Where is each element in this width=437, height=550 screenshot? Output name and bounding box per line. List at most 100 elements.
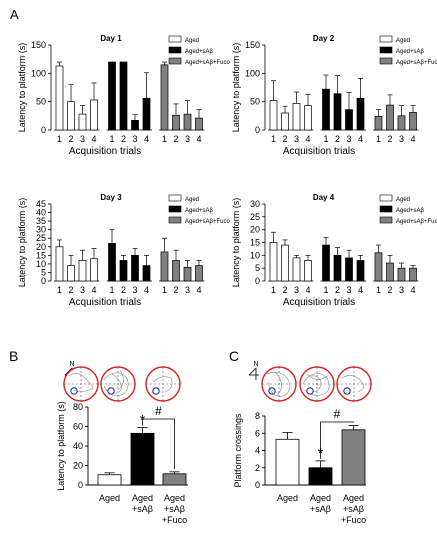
significance-hash: # [155,404,162,418]
y-tick-label: 10 [250,250,260,260]
y-tick-label: 20 [36,242,46,252]
bar-fuco-trial-1 [160,251,169,282]
x-tick-label: 2 [121,285,126,295]
chart-title: Day 3 [100,193,122,202]
y-tick-label: 15 [250,238,260,248]
x-tick-label: 3 [185,285,190,295]
x-tick-label: 4 [305,134,310,144]
bar-aged-trial-2 [281,244,289,282]
bar-sabeta-trial-1 [108,243,116,282]
y-tick-label: 150 [245,40,260,50]
bar-sabeta-trial-3 [345,109,353,131]
legend-swatch-fuco [168,216,182,224]
bar-fuco-trial-4 [195,265,203,282]
platform-marker [268,387,276,395]
legend-swatch-sabeta [168,46,182,54]
x-tick-label: 4 [91,134,96,144]
bar-sabeta [308,467,333,486]
probe-latency-chart: 0 20 40 60 80 Latency to platform (s) Aged Aged… [56,401,188,525]
x-category-label: Aged [310,493,331,503]
y-tick-label: 10 [36,259,46,269]
x-tick-label: 2 [387,134,392,144]
legend-swatch-aged [379,194,393,202]
bar-fuco-trial-2 [386,104,394,131]
y-tick-label: 0 [78,480,83,490]
x-tick-label: 4 [358,285,363,295]
panel-letter-b: B [9,348,18,364]
y-axis-label: Latency to platform (s) [231,43,241,133]
x-tick-label: 2 [121,134,126,144]
bar-fuco-trial-2 [172,260,180,282]
x-category-label: Aged [164,493,185,503]
y-axis-label: Latency to platform (s) [231,198,241,288]
y-tick-label: 0 [41,125,46,135]
swim-path-aged-latency [63,366,99,402]
compass-line [248,367,257,376]
x-axis-label: Acquisition trials [283,297,355,308]
x-tick-label: 3 [185,134,190,144]
x-tick-label: 3 [132,285,137,295]
x-tick-label: 1 [376,285,381,295]
bar-fuco-trial-1 [374,116,383,131]
compass-icon: N [248,361,259,380]
bar-sabeta-trial-3 [345,257,353,282]
x-tick-label: 1 [57,134,62,144]
y-tick-label: 50 [36,97,46,107]
legend-swatch-aged [379,35,393,43]
legend-swatch-sabeta [379,205,393,213]
x-tick-label: 2 [335,134,340,144]
y-tick-label: 40 [36,208,46,218]
x-tick-label: 1 [271,285,276,295]
x-tick-label: 3 [132,134,137,144]
bar-sabeta-trial-2 [119,61,128,131]
bar-fuco [341,429,366,486]
x-tick-label: 1 [162,134,167,144]
chart-title: Day 2 [313,34,335,43]
x-tick-label: 3 [346,285,351,295]
bar-aged-trial-4 [304,260,312,282]
comparison-bracket [320,421,354,459]
x-tick-label: 4 [196,134,201,144]
bar-sabeta-trial-1 [108,61,116,131]
x-category-label: Aged [99,493,120,503]
y-tick-label: 60 [73,422,83,432]
x-category-label: +sAβ [310,504,331,514]
x-tick-label: 3 [399,134,404,144]
bar-fuco-trial-4 [409,267,417,282]
bar-aged-trial-1 [269,242,278,282]
bar-sabeta-trial-1 [322,88,330,131]
x-tick-label: 3 [80,285,85,295]
x-tick-label: 4 [144,134,149,144]
legend-label-aged: Aged [396,197,410,203]
chart-title: Day 4 [313,193,335,202]
legend-label-aged: Aged [396,38,410,44]
legend-swatch-sabeta [379,46,393,54]
bar-fuco [162,473,187,486]
bar-sabeta-trial-2 [333,254,342,282]
bar-sabeta-trial-4 [356,97,365,131]
bar-aged-trial-3 [78,113,87,131]
bar-aged [97,474,122,486]
y-tick-label: 50 [250,97,260,107]
x-tick-label: 3 [80,134,85,144]
y-tick-label: 25 [36,233,46,243]
x-category-label: +Fuco [162,515,187,525]
bar-aged-trial-4 [90,99,98,131]
swim-trace [68,373,94,392]
bar-aged-trial-1 [55,65,64,131]
compass-n-label: N [69,361,74,368]
y-tick-label: 150 [31,40,46,50]
x-tick-label: 4 [91,285,96,295]
y-axis-label: Latency to platform (s) [56,401,66,491]
bar-sabeta-trial-3 [131,254,139,282]
x-tick-label: 1 [323,285,328,295]
